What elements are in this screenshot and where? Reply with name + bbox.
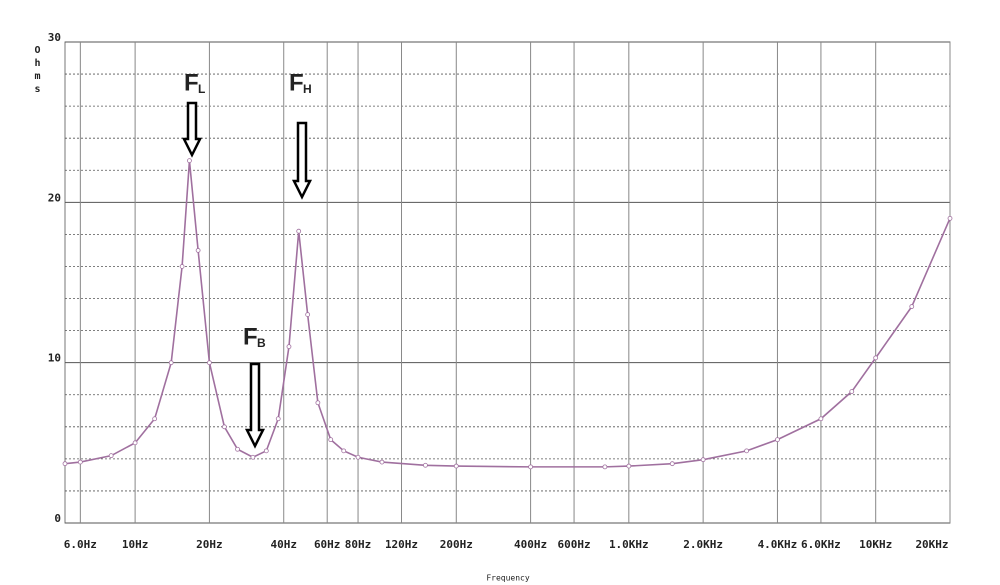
y-tick-label: 20 [48, 191, 61, 204]
data-point [263, 448, 269, 454]
x-tick-label: 6.0KHz [801, 538, 841, 551]
data-point [947, 215, 953, 221]
y-tick-label: 0 [54, 512, 61, 525]
data-point [275, 416, 281, 422]
annotation-letter: F [243, 323, 258, 350]
data-point [744, 448, 750, 454]
y-tick-label: 10 [48, 352, 61, 365]
annotation-subscript: L [198, 82, 205, 96]
x-tick-label: 60Hz [314, 538, 341, 551]
x-tick-label: 20KHz [915, 538, 948, 551]
data-point [179, 264, 185, 269]
x-axis-label: Frequency [486, 574, 530, 583]
x-tick-label: 600Hz [557, 538, 590, 551]
data-point [379, 459, 385, 465]
annotation-letter: F [184, 69, 199, 96]
data-point [286, 344, 292, 350]
data-point [207, 360, 212, 366]
annotation-letter: F [289, 69, 304, 96]
x-tick-label: 20Hz [196, 538, 223, 551]
data-point [775, 437, 780, 443]
x-tick-label: 2.0KHz [683, 538, 723, 551]
data-point [235, 446, 240, 452]
annotation-subscript: B [257, 336, 266, 350]
annotation-subscript: H [303, 82, 312, 96]
x-tick-label: 80Hz [345, 538, 372, 551]
impedance-line [64, 160, 951, 468]
x-tick-label: 6.0Hz [64, 538, 97, 551]
x-tick-label: 40Hz [270, 538, 297, 551]
data-point [305, 312, 311, 317]
annotation-arrow [181, 101, 203, 158]
plot-frame [64, 41, 951, 524]
data-point [849, 389, 855, 394]
x-tick-label: 10KHz [859, 538, 892, 551]
annotation-arrow [291, 121, 313, 200]
data-point [62, 461, 68, 467]
data-point [77, 459, 83, 465]
data-point [168, 360, 174, 366]
data-point [315, 400, 321, 406]
data-point [328, 437, 334, 443]
data-point [187, 158, 192, 164]
data-point [626, 463, 632, 469]
x-tick-label: 10Hz [122, 538, 149, 551]
data-point [700, 457, 706, 463]
data-point [873, 355, 879, 361]
data-point [528, 464, 533, 470]
data-point [453, 463, 459, 469]
x-tick-label: 120Hz [385, 538, 418, 551]
data-point [341, 448, 347, 454]
data-point [195, 248, 201, 253]
x-tick-label: 200Hz [440, 538, 473, 551]
data-point [108, 453, 114, 459]
annotation-arrow [244, 362, 266, 449]
x-tick-label: 400Hz [514, 538, 547, 551]
data-point [423, 462, 428, 468]
x-tick-label: 4.0KHz [758, 538, 798, 551]
y-axis-label: Ohms [32, 45, 43, 97]
data-point [250, 454, 256, 460]
x-tick-label: 1.0KHz [609, 538, 649, 551]
data-point [669, 461, 675, 467]
data-point [602, 464, 608, 470]
data-point [355, 454, 361, 460]
data-point [818, 416, 824, 422]
data-point [152, 416, 158, 422]
data-point [296, 228, 302, 234]
data-point [909, 304, 915, 309]
y-tick-label: 30 [48, 31, 61, 44]
data-point [222, 424, 227, 430]
data-point [132, 440, 138, 446]
